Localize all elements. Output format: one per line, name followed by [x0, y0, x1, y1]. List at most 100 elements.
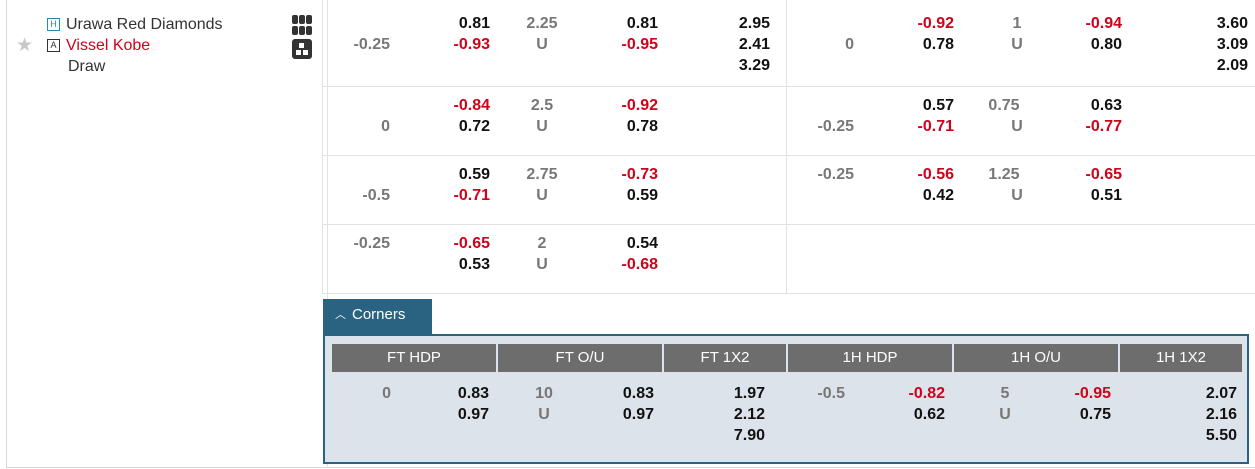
ft-hdp-line: 0 [381, 118, 390, 135]
ft-ou-under-label: U [536, 36, 548, 53]
corners-panel: FT HDP FT O/U FT 1X2 1H HDP 1H O/U 1H 1X… [323, 334, 1249, 464]
corners-1h-hdp-home-odds[interactable]: -0.82 [908, 385, 945, 402]
ft-ou-line: 2.5 [530, 97, 554, 114]
corners-1h-1x2-away-odds[interactable]: 2.16 [1205, 406, 1237, 423]
ft-ou-under-odds[interactable]: 0.78 [626, 118, 658, 135]
lineup-icon[interactable] [292, 15, 312, 35]
ft-hdp-home-odds[interactable]: -0.84 [453, 97, 490, 114]
h1-ou-over-odds[interactable]: 0.63 [1090, 97, 1122, 114]
ft-1x2-away-odds[interactable]: 2.41 [738, 36, 770, 53]
h1-hdp-away-odds[interactable]: -0.71 [917, 118, 954, 135]
ft-hdp-away-odds[interactable]: -0.71 [453, 187, 490, 204]
h1-ou-line: 1 [1012, 15, 1022, 32]
corners-ft-ou-under-odds[interactable]: 0.97 [622, 406, 654, 423]
h1-ou-over-odds[interactable]: -0.94 [1085, 15, 1122, 32]
h1-ou-line: 0.75 [988, 97, 1020, 114]
ft-hdp-away-odds[interactable]: 0.53 [458, 256, 490, 273]
corners-ft-1x2-draw-odds[interactable]: 7.90 [733, 427, 765, 444]
header-ft-ou: FT O/U [498, 344, 662, 372]
away-badge: A [47, 39, 60, 52]
h1-hdp-home-odds[interactable]: -0.92 [917, 15, 954, 32]
star-icon[interactable]: ★ [16, 35, 34, 56]
ft-ou-line: 2.25 [526, 15, 558, 32]
corners-ft-1x2-home-odds[interactable]: 1.97 [733, 385, 765, 402]
away-team-name: Vissel Kobe [66, 37, 151, 54]
corners-1h-ou-line: 5 [1000, 385, 1010, 402]
corners-ft-ou-under-label: U [538, 406, 550, 423]
h1-1x2-home-odds[interactable]: 3.60 [1216, 15, 1248, 32]
corners-1h-ou-over-odds[interactable]: -0.95 [1074, 385, 1111, 402]
h1-1x2-draw-odds[interactable]: 2.09 [1216, 57, 1248, 74]
ft-ou-under-odds[interactable]: -0.68 [621, 256, 658, 273]
corners-1h-hdp-line: -0.5 [817, 385, 845, 402]
corners-ft-hdp-line: 0 [382, 385, 391, 402]
h1-ou-line: 1.25 [988, 166, 1020, 183]
corners-ft-hdp-home-odds[interactable]: 0.83 [457, 385, 489, 402]
corners-tab-label: Corners [352, 306, 406, 323]
ft-hdp-away-odds[interactable]: 0.72 [458, 118, 490, 135]
h1-ou-under-label: U [1011, 36, 1023, 53]
row-divider [322, 86, 1255, 87]
h1-hdp-home-odds[interactable]: 0.57 [922, 97, 954, 114]
ft-hdp-line: -0.25 [353, 36, 390, 53]
ft-ou-under-label: U [536, 187, 548, 204]
home-badge: H [47, 18, 60, 31]
header-ft-1x2: FT 1X2 [664, 344, 786, 372]
grid-divider [322, 0, 323, 294]
ft-1x2-draw-odds[interactable]: 3.29 [738, 57, 770, 74]
teams-column: ★ H Urawa Red Diamonds A Vissel Kobe Draw [7, 0, 328, 468]
corners-1h-ou-under-label: U [999, 406, 1011, 423]
ft-hdp-home-odds[interactable]: 0.81 [458, 15, 490, 32]
h1-ou-under-odds[interactable]: 0.80 [1090, 36, 1122, 53]
corners-1h-1x2-draw-odds[interactable]: 5.50 [1205, 427, 1237, 444]
header-1h-hdp: 1H HDP [788, 344, 952, 372]
row-divider [322, 155, 1255, 156]
row-divider [322, 224, 1255, 225]
chevron-up-icon: ︿ [335, 309, 346, 321]
ft-ou-under-odds[interactable]: 0.59 [626, 187, 658, 204]
draw-label: Draw [68, 58, 106, 75]
stats-icon[interactable] [292, 39, 312, 59]
h1-ou-over-odds[interactable]: -0.65 [1085, 166, 1122, 183]
ft-hdp-line: -0.25 [353, 235, 390, 252]
h1-1x2-away-odds[interactable]: 3.09 [1216, 36, 1248, 53]
ft-ou-line: 2 [537, 235, 547, 252]
h1-ou-under-label: U [1011, 187, 1023, 204]
h1-hdp-away-odds[interactable]: 0.42 [922, 187, 954, 204]
ft-ou-over-odds[interactable]: -0.73 [621, 166, 658, 183]
h1-hdp-line: -0.25 [817, 166, 854, 183]
h1-ou-under-odds[interactable]: -0.77 [1085, 118, 1122, 135]
corners-ft-ou-line: 10 [535, 385, 553, 402]
ft-hdp-line: -0.5 [362, 187, 390, 204]
corners-1h-ou-under-odds[interactable]: 0.75 [1079, 406, 1111, 423]
away-team[interactable]: A Vissel Kobe [47, 35, 150, 56]
ft-hdp-home-odds[interactable]: -0.65 [453, 235, 490, 252]
corners-1h-hdp-away-odds[interactable]: 0.62 [913, 406, 945, 423]
corners-ft-hdp-away-odds[interactable]: 0.97 [457, 406, 489, 423]
header-1h-ou: 1H O/U [954, 344, 1118, 372]
corners-1h-1x2-home-odds[interactable]: 2.07 [1205, 385, 1237, 402]
ft-ou-over-odds[interactable]: 0.54 [626, 235, 658, 252]
ft-hdp-home-odds[interactable]: 0.59 [458, 166, 490, 183]
corners-ft-1x2-away-odds[interactable]: 2.12 [733, 406, 765, 423]
h1-hdp-away-odds[interactable]: 0.78 [922, 36, 954, 53]
h1-hdp-line: 0 [845, 36, 854, 53]
odds-grid: -0.25 0.81 -0.93 2.25 U 0.81 -0.95 2.95 … [322, 0, 1255, 294]
h1-hdp-home-odds[interactable]: -0.56 [917, 166, 954, 183]
h1-hdp-line: -0.25 [817, 118, 854, 135]
home-team-name: Urawa Red Diamonds [66, 16, 223, 33]
ft-ou-under-label: U [536, 118, 548, 135]
header-1h-1x2: 1H 1X2 [1120, 344, 1242, 372]
ft-hdp-away-odds[interactable]: -0.93 [453, 36, 490, 53]
header-ft-hdp: FT HDP [332, 344, 496, 372]
corners-tab[interactable]: ︿ Corners [323, 299, 432, 334]
corners-ft-ou-over-odds[interactable]: 0.83 [622, 385, 654, 402]
home-team[interactable]: H Urawa Red Diamonds [47, 14, 223, 35]
row-divider [322, 293, 1255, 294]
h1-ou-under-odds[interactable]: 0.51 [1090, 187, 1122, 204]
ft-ou-over-odds[interactable]: -0.92 [621, 97, 658, 114]
ft-1x2-home-odds[interactable]: 2.95 [738, 15, 770, 32]
ft-ou-over-odds[interactable]: 0.81 [626, 15, 658, 32]
ft-ou-under-odds[interactable]: -0.95 [621, 36, 658, 53]
h1-ou-under-label: U [1011, 118, 1023, 135]
